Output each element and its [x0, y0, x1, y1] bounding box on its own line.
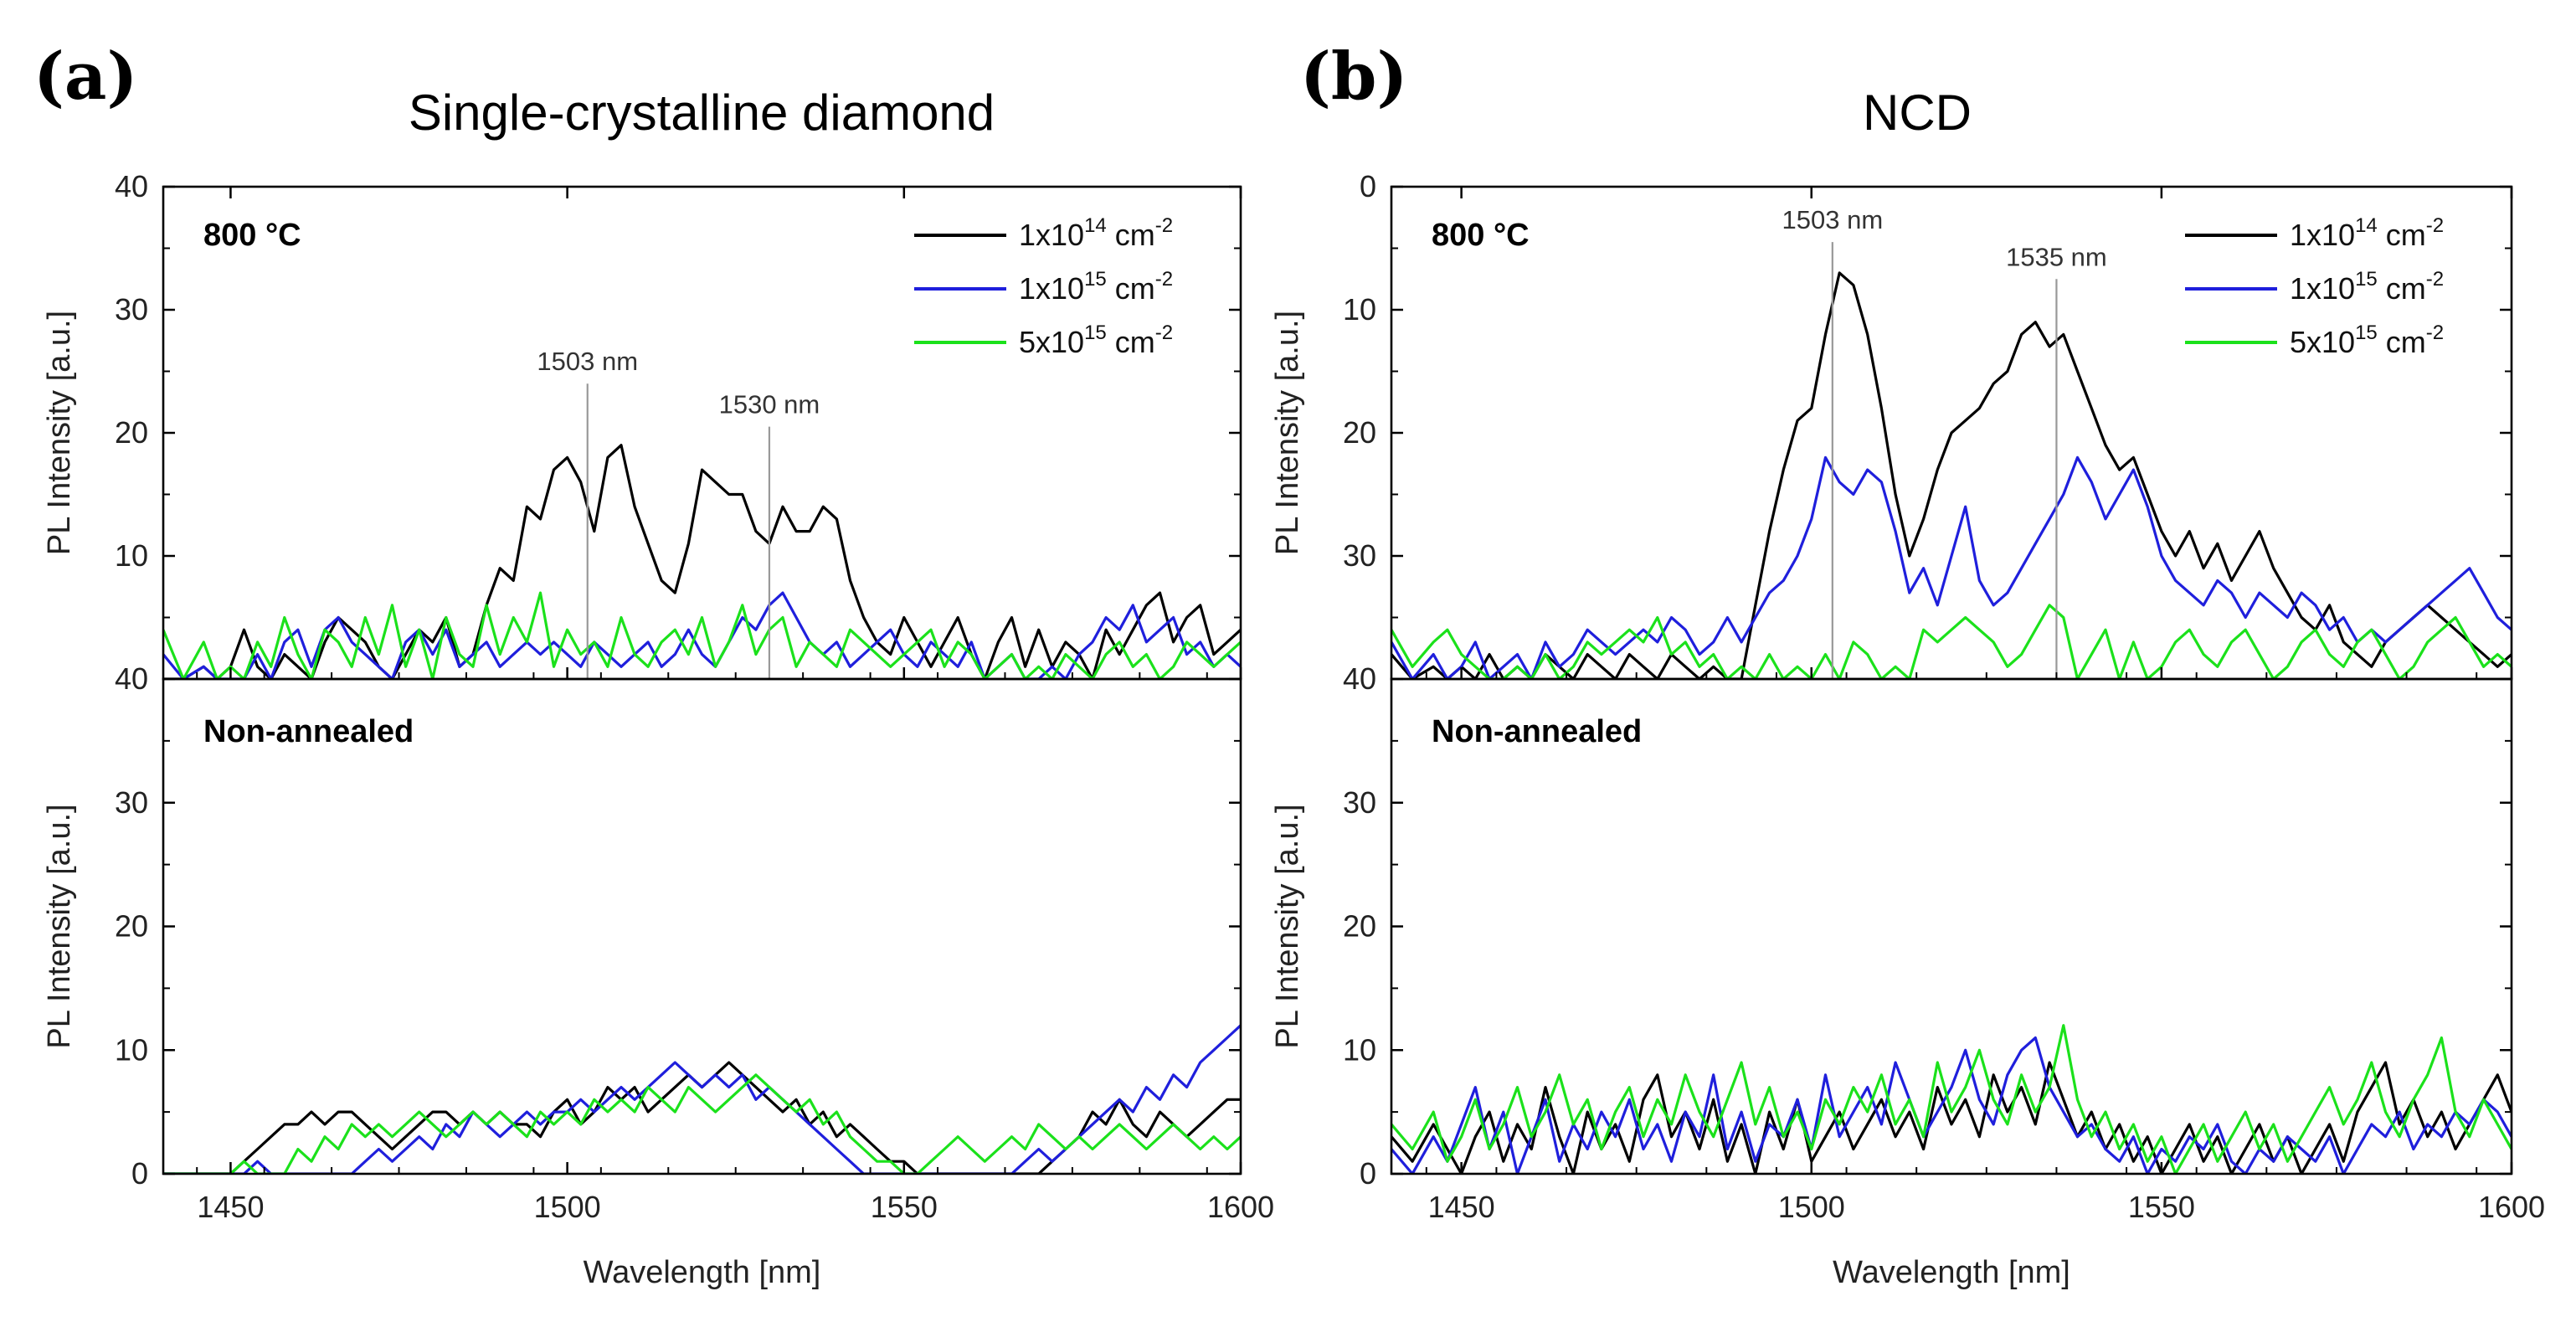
condition-label: Non-annealed — [203, 714, 414, 749]
y-tick-label: 10 — [115, 538, 148, 573]
series-line-5e15 — [1391, 604, 2512, 679]
series-line-5e15 — [163, 1073, 1241, 1174]
panel-letter: (b) — [1300, 39, 1407, 115]
y-tick-label: 30 — [115, 785, 148, 820]
condition-label: Non-annealed — [1432, 714, 1642, 749]
x-tick-label: 1550 — [871, 1190, 938, 1224]
plot-frame — [1390, 677, 2513, 1175]
y-axis-label: PL Intensity [a.u.] — [42, 311, 77, 555]
legend-entry: 5x1015 cm-2 — [2290, 321, 2444, 359]
series-line-1e15 — [163, 591, 1241, 679]
peak-annotation: 1503 nm — [1782, 205, 1884, 234]
series-line-5e15 — [1391, 1024, 2512, 1174]
y-axis-label: PL Intensity [a.u.] — [42, 804, 77, 1048]
legend: 1x1014 cm-2 1x1015 cm-2 5x1015 cm-2 — [914, 214, 1173, 359]
x-tick-label: 1450 — [1428, 1190, 1495, 1224]
y-tick-label: 40 — [115, 661, 148, 696]
series-line-1e14 — [163, 444, 1241, 679]
peak-annotation: 1535 nm — [2006, 242, 2107, 271]
y-tick-label: 20 — [1343, 909, 1376, 944]
x-axis-label: Wavelength [nm] — [1833, 1255, 2070, 1290]
y-tick-label: 30 — [115, 292, 148, 327]
y-tick-label: 30 — [1343, 785, 1376, 820]
legend-entry: 5x1015 cm-2 — [1019, 321, 1173, 359]
series-line-1e15 — [1391, 1036, 2512, 1174]
x-tick-label: 1500 — [1778, 1190, 1845, 1224]
y-axis-label: PL Intensity [a.u.] — [1270, 311, 1305, 555]
subplot-annealed: 1503 nm 1530 nm 40 30 20 10 40 PL Intensity [a.… — [42, 169, 1242, 696]
y-tick-label: 10 — [115, 1032, 148, 1067]
peak-annotation: 1530 nm — [719, 390, 820, 419]
y-tick-label: 40 — [1343, 661, 1376, 696]
series-line-1e14 — [1391, 271, 2512, 679]
legend: 1x1014 cm-2 1x1015 cm-2 5x1015 cm-2 — [2185, 214, 2444, 359]
subplot-annealed: 1503 nm 1535 nm 0 10 20 30 40 PL Intensity [a.u… — [1270, 169, 2513, 696]
peak-annotation: 1503 nm — [537, 347, 638, 376]
y-tick-label: 20 — [115, 415, 148, 450]
panel-title: Single-crystalline diamond — [409, 85, 995, 141]
series-line-1e14 — [163, 1061, 1241, 1174]
y-axis-label: PL Intensity [a.u.] — [1270, 804, 1305, 1048]
y-tick-label: 0 — [131, 1156, 148, 1191]
legend-entry: 1x1014 cm-2 — [2290, 214, 2444, 252]
condition-label: 800 °C — [203, 218, 301, 253]
y-tick-label: 0 — [1360, 169, 1376, 203]
x-tick-label: 1550 — [2128, 1190, 2195, 1224]
y-tick-label: 10 — [1343, 1032, 1376, 1067]
series-line-1e14 — [1391, 1061, 2512, 1174]
plot-frame — [162, 185, 1242, 681]
series-line-1e15 — [163, 1024, 1241, 1174]
panel-letter: (a) — [33, 39, 137, 115]
plot-frame — [162, 677, 1242, 1175]
y-tick-label: 30 — [1343, 538, 1376, 573]
subplot-non-annealed: 0 10 20 30 PL Intensity [a.u.] Non-annealed — [1270, 677, 2513, 1191]
y-tick-label: 20 — [1343, 415, 1376, 450]
y-tick-label: 0 — [1360, 1156, 1376, 1191]
legend-entry: 1x1015 cm-2 — [2290, 268, 2444, 306]
legend-entry: 1x1015 cm-2 — [1019, 268, 1173, 306]
y-tick-label: 10 — [1343, 292, 1376, 327]
condition-label: 800 °C — [1432, 218, 1530, 253]
series-line-5e15 — [163, 591, 1241, 679]
panel-b: (b) NCD 1503 nm 1535 nm 0 10 20 30 40 PL Intensit… — [1270, 39, 2545, 1290]
panel-title: NCD — [1863, 85, 1972, 141]
y-tick-label: 40 — [115, 169, 148, 203]
x-tick-label: 1600 — [2478, 1190, 2545, 1224]
x-tick-label: 1600 — [1207, 1190, 1274, 1224]
x-axis: 1450 1500 1550 1600 Wavelength [nm] — [1425, 187, 2545, 1290]
x-axis-label: Wavelength [nm] — [584, 1255, 821, 1290]
subplot-non-annealed: 0 10 20 30 PL Intensity [a.u.] Non-annealed — [42, 677, 1242, 1191]
legend-entry: 1x1014 cm-2 — [1019, 214, 1173, 252]
y-tick-label: 20 — [115, 909, 148, 944]
panel-a: (a) Single-crystalline diamond 1503 nm 1530… — [33, 39, 1274, 1290]
x-tick-label: 1450 — [197, 1190, 264, 1224]
x-tick-label: 1500 — [534, 1190, 601, 1224]
series-line-1e15 — [1391, 455, 2512, 679]
x-axis: 1450 1500 1550 1600 Wavelength [nm] — [196, 187, 1274, 1290]
